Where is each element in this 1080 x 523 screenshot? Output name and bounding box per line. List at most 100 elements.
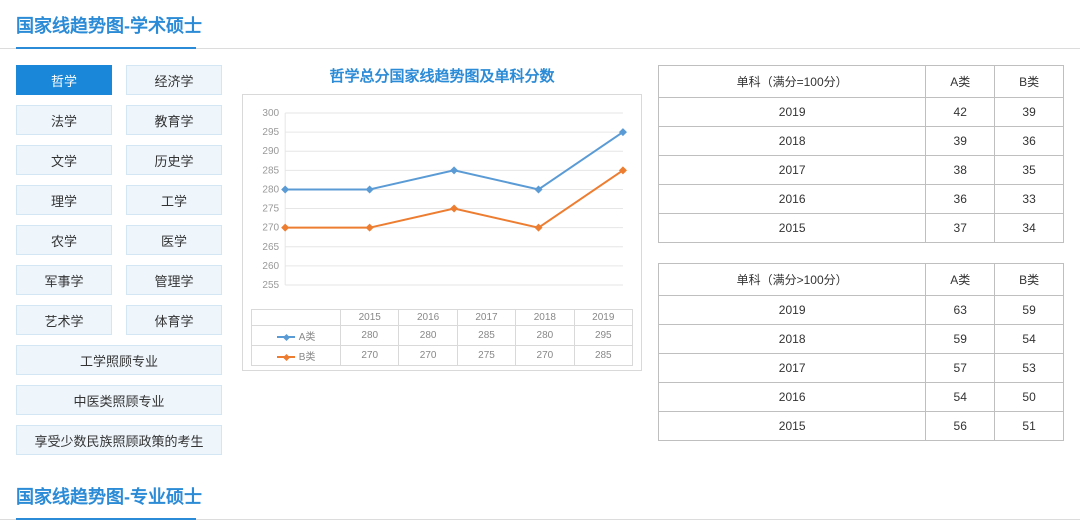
chart-table-year: 2016 [399,310,457,326]
score-cell: 36 [926,185,995,214]
score-cell: 42 [926,98,995,127]
score-cell: 39 [926,127,995,156]
score-cell: 2017 [659,354,926,383]
score-table-eq100: 单科（满分=100分）A类B类2019423920183936201738352… [658,65,1064,243]
chart-table-value: 295 [574,326,632,346]
score-cell: 2019 [659,98,926,127]
table-row: 20165450 [659,383,1064,412]
chart-box: 255260265270275280285290295300 201520162… [242,94,642,371]
score-cell: 39 [995,98,1064,127]
chart-table-year: 2015 [341,310,399,326]
score-cell: 51 [995,412,1064,441]
table-row: 20153734 [659,214,1064,243]
score-cell: 2019 [659,296,926,325]
score-cell: 2016 [659,383,926,412]
score-cell: 54 [995,325,1064,354]
chart-legend-item: B类 [252,346,341,366]
subject-tab[interactable]: 理学 [16,185,112,215]
svg-text:270: 270 [262,223,279,234]
chart-data-table: 20152016201720182019A类280280285280295B类2… [251,309,633,366]
subject-tab[interactable]: 艺术学 [16,305,112,335]
line-chart-plot: 255 260 265 270 275 280 285 290 295 300 [251,103,633,303]
score-table-header-a: A类 [926,66,995,98]
subject-tab[interactable]: 农学 [16,225,112,255]
score-cell: 2017 [659,156,926,185]
score-table-header-main: 单科（满分=100分） [659,66,926,98]
chart-table-value: 270 [399,346,457,366]
table-row: 20173835 [659,156,1064,185]
chart-table-year: 2017 [457,310,515,326]
score-cell: 59 [995,296,1064,325]
subject-tab[interactable]: 教育学 [126,105,222,135]
subject-tab[interactable]: 历史学 [126,145,222,175]
score-cell: 36 [995,127,1064,156]
table-row: 20155651 [659,412,1064,441]
score-table-header-a: A类 [926,264,995,296]
table-row: 20194239 [659,98,1064,127]
chart-table-year: 2019 [574,310,632,326]
svg-text:260: 260 [262,261,279,272]
subject-tab[interactable]: 医学 [126,225,222,255]
subject-tab[interactable]: 工学 [126,185,222,215]
chart-table-year: 2018 [516,310,574,326]
score-cell: 56 [926,412,995,441]
score-cell: 34 [995,214,1064,243]
svg-text:295: 295 [262,127,279,138]
score-cell: 37 [926,214,995,243]
score-cell: 33 [995,185,1064,214]
chart-table-value: 275 [457,346,515,366]
score-cell: 57 [926,354,995,383]
svg-text:255: 255 [262,280,279,291]
table-row: 20163633 [659,185,1064,214]
chart-table-value: 270 [341,346,399,366]
svg-text:300: 300 [262,108,279,119]
score-cell: 2015 [659,214,926,243]
score-table-header-main: 单科（满分>100分） [659,264,926,296]
score-cell: 2015 [659,412,926,441]
subject-tab[interactable]: 军事学 [16,265,112,295]
chart-table-value: 280 [399,326,457,346]
chart-legend-item: A类 [252,326,341,346]
chart-table-value: 280 [341,326,399,346]
score-cell: 50 [995,383,1064,412]
score-cell: 2018 [659,325,926,354]
subject-tab[interactable]: 文学 [16,145,112,175]
svg-text:265: 265 [262,242,279,253]
svg-text:275: 275 [262,204,279,215]
chart-table-value: 285 [574,346,632,366]
table-row: 20183936 [659,127,1064,156]
chart-table-value: 285 [457,326,515,346]
subject-tab[interactable]: 法学 [16,105,112,135]
chart-table-value: 270 [516,346,574,366]
score-cell: 2018 [659,127,926,156]
svg-text:280: 280 [262,184,279,195]
subject-tab[interactable]: 哲学 [16,65,112,95]
chart-title: 哲学总分国家线趋势图及单科分数 [242,65,642,86]
subject-sidebar: 哲学经济学法学教育学文学历史学理学工学农学医学军事学管理学艺术学体育学工学照顾专… [16,65,226,455]
subject-tab-wide[interactable]: 工学照顾专业 [16,345,222,375]
score-table-gt100: 单科（满分>100分）A类B类2019635920185954201757532… [658,263,1064,441]
score-cell: 35 [995,156,1064,185]
score-cell: 53 [995,354,1064,383]
subject-tab[interactable]: 管理学 [126,265,222,295]
table-row: 20196359 [659,296,1064,325]
table-row: 20185954 [659,325,1064,354]
svg-text:285: 285 [262,165,279,176]
subject-tab[interactable]: 体育学 [126,305,222,335]
chart-table-value: 280 [516,326,574,346]
score-table-header-b: B类 [995,264,1064,296]
subject-tab-wide[interactable]: 中医类照顾专业 [16,385,222,415]
subject-tab[interactable]: 经济学 [126,65,222,95]
score-cell: 59 [926,325,995,354]
score-cell: 38 [926,156,995,185]
score-tables-column: 单科（满分=100分）A类B类2019423920183936201738352… [658,65,1064,441]
score-cell: 2016 [659,185,926,214]
subject-tab-wide[interactable]: 享受少数民族照顾政策的考生 [16,425,222,455]
subject-tab-grid: 哲学经济学法学教育学文学历史学理学工学农学医学军事学管理学艺术学体育学工学照顾专… [16,65,226,455]
score-cell: 63 [926,296,995,325]
main-content-row: 哲学经济学法学教育学文学历史学理学工学农学医学军事学管理学艺术学体育学工学照顾专… [0,49,1080,471]
chart-column: 哲学总分国家线趋势图及单科分数 255260265270275280285290… [242,65,642,371]
svg-text:290: 290 [262,146,279,157]
table-row: 20175753 [659,354,1064,383]
section-title-professional: 国家线趋势图-专业硕士 [0,471,1080,520]
